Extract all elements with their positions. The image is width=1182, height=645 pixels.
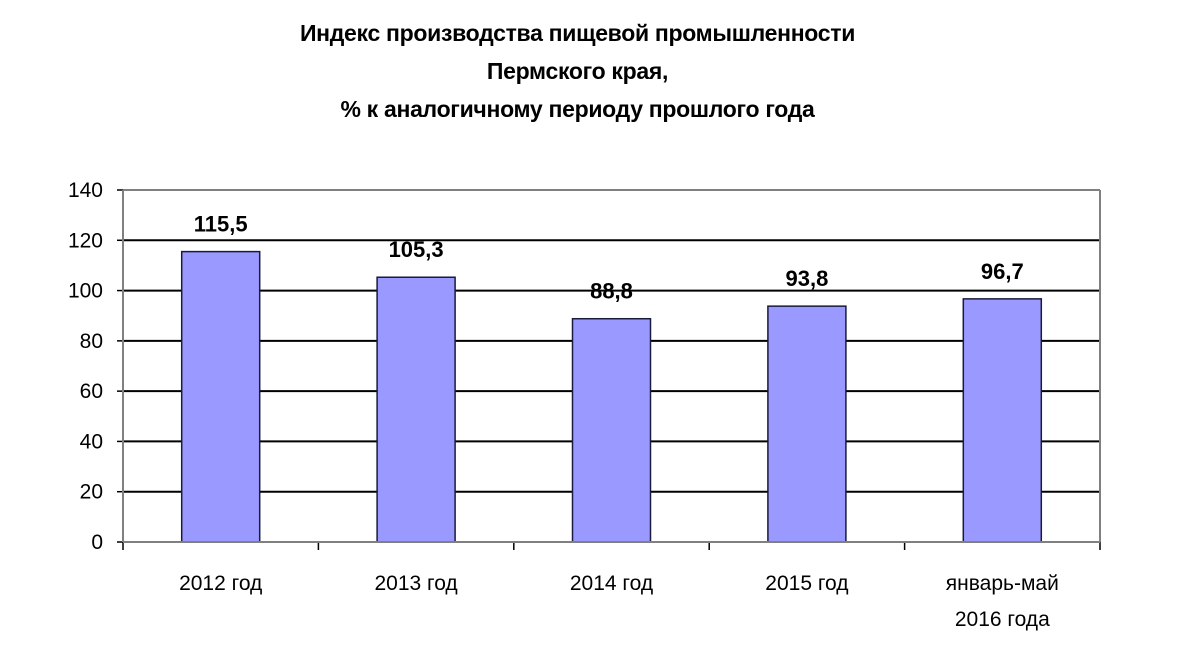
data-label: 96,7 — [981, 259, 1024, 284]
y-tick-label: 40 — [80, 430, 103, 453]
x-category-label: 2014 год — [570, 572, 653, 595]
bar — [571, 317, 652, 543]
y-tick-label: 80 — [80, 330, 103, 353]
y-tick-label: 120 — [68, 229, 103, 252]
y-tick-label: 60 — [80, 380, 103, 403]
y-tick-label: 0 — [91, 531, 103, 554]
chart-title-line-2: Пермского края, — [486, 58, 669, 84]
bar — [180, 250, 261, 543]
data-label: 115,5 — [194, 212, 248, 237]
y-tick-label: 140 — [68, 179, 103, 202]
data-label: 105,3 — [389, 237, 444, 262]
x-category-label: 2016 года — [955, 608, 1050, 631]
x-category-label: 2013 год — [374, 572, 457, 595]
data-label: 88,8 — [590, 279, 633, 304]
bar — [376, 276, 456, 543]
x-category-label: январь-май — [946, 572, 1059, 595]
x-category-label: 2015 год — [765, 572, 848, 595]
bar — [767, 305, 847, 543]
chart-title-line-3: % к аналогичному периоду прошлого года — [340, 96, 815, 122]
data-label: 93,8 — [785, 266, 828, 291]
chart-title: Индекс производства пищевой промышленнос… — [0, 14, 1155, 128]
y-tick-label: 100 — [68, 280, 103, 303]
bar — [962, 298, 1043, 543]
chart-title-line-1: Индекс производства пищевой промышленнос… — [299, 20, 856, 46]
x-category-label: 2012 год — [179, 572, 262, 595]
y-tick-label: 20 — [80, 481, 103, 504]
